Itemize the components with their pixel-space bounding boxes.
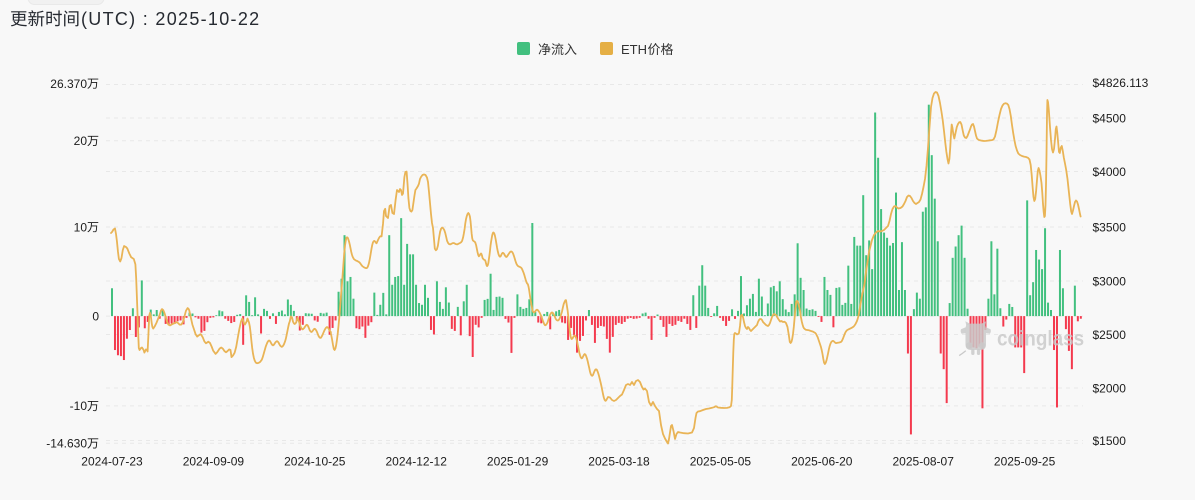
- svg-text:$2000: $2000: [1093, 381, 1127, 395]
- svg-text:$1500: $1500: [1093, 434, 1127, 448]
- svg-text:2025-05-05: 2025-05-05: [690, 455, 752, 469]
- svg-text:$3000: $3000: [1093, 274, 1127, 288]
- svg-text:$4826.113: $4826.113: [1093, 76, 1149, 90]
- svg-text:2025-06-20: 2025-06-20: [791, 455, 853, 469]
- svg-text:coinglass: coinglass: [997, 328, 1084, 351]
- svg-text:2024-12-12: 2024-12-12: [386, 455, 448, 469]
- svg-text:10: 10: [74, 220, 88, 234]
- svg-text:2025-03-18: 2025-03-18: [588, 455, 650, 469]
- svg-text:$2500: $2500: [1093, 328, 1127, 342]
- svg-text:$4000: $4000: [1093, 165, 1127, 179]
- svg-text:26.370: 26.370: [50, 77, 87, 91]
- svg-text:$3500: $3500: [1093, 220, 1127, 234]
- svg-text:2025-01-29: 2025-01-29: [487, 455, 549, 469]
- svg-text:2024-10-25: 2024-10-25: [284, 455, 346, 469]
- svg-text:2024-07-23: 2024-07-23: [81, 455, 143, 469]
- svg-text:2024-09-09: 2024-09-09: [183, 455, 245, 469]
- svg-text:2025-09-25: 2025-09-25: [994, 455, 1056, 469]
- svg-text:20: 20: [74, 134, 88, 148]
- svg-text:2025-08-07: 2025-08-07: [893, 455, 955, 469]
- svg-text:-10: -10: [70, 399, 88, 413]
- svg-text:$4500: $4500: [1093, 111, 1127, 125]
- svg-text:0: 0: [92, 309, 99, 323]
- svg-text:(UTC) : 2025-10-22: (UTC) : 2025-10-22: [81, 9, 260, 29]
- svg-text:-14.630: -14.630: [46, 437, 87, 451]
- svg-text:ETH: ETH: [621, 42, 647, 57]
